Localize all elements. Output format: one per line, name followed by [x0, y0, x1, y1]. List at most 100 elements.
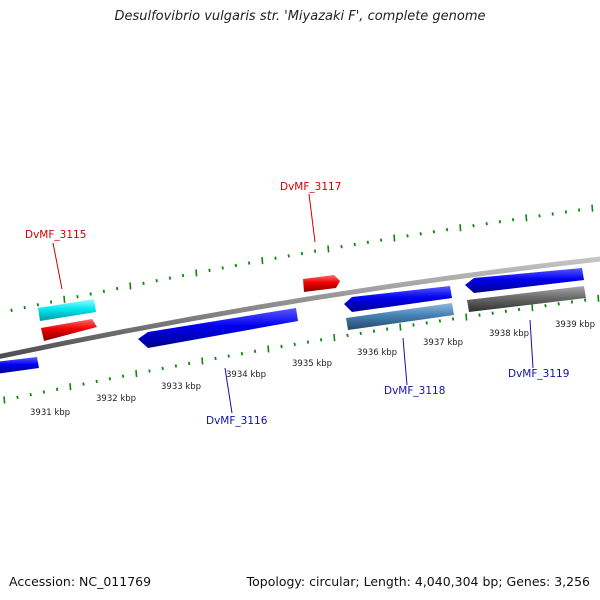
scale-tick-bottom-45: [597, 294, 600, 302]
scale-tick-bottom-0: [3, 396, 6, 404]
pseudo-feature-gray[interactable]: [467, 286, 586, 312]
scale-tick-top-37: [485, 221, 488, 226]
scale-tick-bottom-33: [438, 319, 442, 323]
scale-tick-top-38: [498, 220, 502, 224]
scale-tick-top-36: [472, 223, 475, 228]
scale-tick-top-10: [129, 282, 132, 290]
scale-tick-top-45: [591, 204, 594, 212]
scale-tick-bottom-38: [504, 309, 508, 313]
scale-tick-bottom-11: [148, 369, 151, 373]
rna-feature-dvmf3117[interactable]: [303, 275, 340, 292]
scale-tick-bottom-4: [55, 387, 59, 391]
scale-tick-top-12: [155, 279, 158, 283]
scale-tick-bottom-41: [544, 303, 547, 308]
gene-feature-dvmf3119[interactable]: [465, 268, 584, 293]
misc-feature-steelblue[interactable]: [346, 303, 454, 330]
scale-tick-bottom-10: [135, 369, 138, 378]
scale-tick-top-24: [313, 249, 317, 253]
scale-tick-bottom-28: [372, 329, 376, 333]
scale-label-3934: 3934 kbp: [226, 370, 266, 380]
scale-tick-top-35: [459, 224, 462, 232]
gene-labels: DvMF_3115 DvMF_3117 DvMF_3116 DvMF_3118 …: [25, 181, 569, 427]
scale-tick-top-3: [36, 303, 40, 307]
scale-tick-top-42: [551, 212, 554, 216]
scale-tick-bottom-5: [69, 383, 72, 391]
scale-tick-bottom-40: [531, 303, 534, 312]
scale-tick-top-40: [525, 214, 528, 222]
leader-dvmf3116: [224, 367, 233, 414]
gene-label-dvmf3116[interactable]: DvMF_3116: [206, 415, 268, 427]
gene-feature-dvmf3118[interactable]: [344, 286, 452, 312]
scale-tick-top-32: [419, 232, 422, 236]
scale-tick-bottom-34: [451, 317, 455, 321]
scale-tick-top-11: [142, 281, 145, 285]
gene-label-dvmf3117[interactable]: DvMF_3117: [280, 181, 341, 193]
scale-label-3937: 3937 kbp: [423, 338, 463, 348]
scale-tick-top-17: [221, 266, 224, 270]
scale-tick-bottom-12: [161, 366, 164, 371]
scale-tick-top-20: [261, 257, 264, 265]
leader-dvmf3119: [529, 319, 534, 369]
scale-tick-top-7: [89, 292, 92, 296]
scale-tick-bottom-19: [253, 349, 257, 353]
scale-tick-top-31: [406, 234, 409, 238]
scale-tick-bottom-1: [16, 395, 19, 400]
accession-text: Accession: NC_011769: [9, 574, 152, 589]
scale-tick-bottom-42: [557, 302, 560, 306]
scale-tick-bottom-35: [465, 313, 468, 321]
scale-tick-top-30: [393, 234, 396, 242]
scale-tick-bottom-32: [425, 321, 428, 325]
scale-tick-top-4: [49, 300, 53, 304]
scale-tick-top-39: [511, 218, 515, 222]
scale-tick-bottom-26: [346, 333, 349, 338]
scale-tick-bottom-30: [399, 323, 402, 331]
scale-tick-bottom-43: [570, 300, 574, 304]
scale-tick-top-18: [234, 263, 238, 268]
scale-tick-top-13: [168, 276, 172, 280]
map-title: Desulfovibrio vulgaris str. 'Miyazaki F'…: [114, 9, 486, 24]
scale-tick-top-41: [538, 214, 541, 218]
scale-tick-bottom-22: [293, 342, 296, 346]
gene-label-dvmf3118[interactable]: DvMF_3118: [384, 385, 445, 397]
scale-tick-top-34: [445, 227, 449, 232]
gene-label-dvmf3119[interactable]: DvMF_3119: [508, 368, 569, 380]
scale-tick-bottom-8: [108, 377, 112, 381]
scale-tick-top-19: [247, 261, 251, 265]
scale-tick-top-26: [340, 245, 343, 249]
scale-tick-top-33: [432, 230, 436, 234]
gene-feature-dvmf3116[interactable]: [138, 308, 298, 348]
scale-tick-top-9: [115, 286, 119, 291]
gene-feature-left-edge[interactable]: [0, 357, 39, 374]
scale-tick-top-22: [287, 254, 290, 258]
scale-tick-top-2: [23, 305, 26, 310]
genome-backbone: [0, 256, 600, 359]
scale-tick-top-21: [274, 256, 277, 260]
scale-label-3936: 3936 kbp: [357, 348, 397, 358]
scale-tick-top-6: [76, 294, 79, 299]
scale-tick-bottom-3: [42, 390, 46, 394]
scale-tick-bottom-31: [412, 323, 415, 327]
scale-tick-top-29: [379, 238, 383, 242]
scale-ticks-top: [10, 204, 594, 312]
scale-tick-top-44: [577, 208, 581, 212]
leader-dvmf3118: [402, 337, 408, 386]
scale-tick-bottom-37: [491, 311, 494, 315]
scale-tick-top-23: [300, 251, 304, 256]
misc-feature-cyan[interactable]: [38, 299, 96, 321]
gene-label-dvmf3115[interactable]: DvMF_3115: [25, 229, 86, 241]
scale-tick-top-27: [353, 242, 356, 247]
scale-tick-top-1: [10, 308, 13, 312]
scale-tick-bottom-44: [583, 298, 587, 302]
scale-tick-top-15: [195, 269, 198, 277]
leader-dvmf3117: [308, 193, 316, 243]
genome-summary-text: Topology: circular; Length: 4,040,304 bp…: [246, 574, 590, 589]
scale-tick-top-8: [102, 289, 106, 293]
scale-tick-top-28: [366, 240, 370, 244]
scale-tick-bottom-36: [478, 313, 481, 317]
scale-ticks-bottom: [3, 294, 600, 404]
leader-dvmf3115: [52, 242, 63, 290]
rna-feature-dvmf3115[interactable]: [41, 319, 97, 341]
scale-tick-top-25: [327, 245, 330, 253]
scale-tick-bottom-39: [517, 307, 521, 312]
